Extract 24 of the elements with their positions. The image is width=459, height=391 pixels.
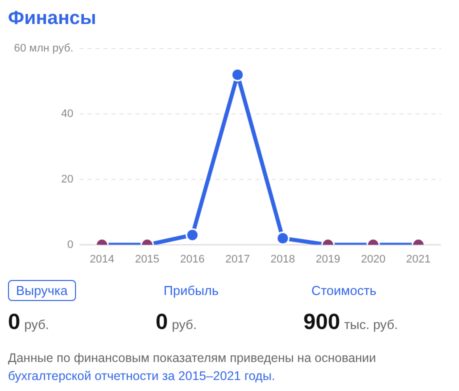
text: Прибыль <box>162 282 220 300</box>
text: тыс. руб. <box>344 317 398 332</box>
y-tick-label: 0 <box>67 238 74 251</box>
x-tick-label: 2015 <box>134 253 160 266</box>
x-tick-label: 2016 <box>180 253 205 266</box>
x-tick-label: 2014 <box>90 253 114 266</box>
y-tick-label: 20 <box>61 173 74 186</box>
text: руб. <box>24 317 50 332</box>
x-tick-label: 2019 <box>316 253 340 266</box>
chart-title: Финансы <box>8 8 98 31</box>
text: бухгалтерской отчетности за 2015–2021 годы. <box>8 369 276 383</box>
x-tick-label: 2020 <box>360 253 386 266</box>
x-tick-label: 2017 <box>225 253 250 266</box>
text: Данные по финансовым показателям приведены на основании <box>8 351 376 365</box>
y-tick-label: 40 <box>61 108 74 120</box>
x-tick-label: 2018 <box>270 253 296 266</box>
text: Выручка <box>8 280 76 301</box>
text: 0 <box>156 309 168 334</box>
text: руб. <box>172 317 197 332</box>
text: 0 <box>8 309 20 334</box>
x-tick-label: 2021 <box>406 253 431 266</box>
text: 900 <box>303 309 340 334</box>
text: Стоимость <box>310 282 378 300</box>
y-tick-label: 60 млн руб. <box>14 42 74 55</box>
